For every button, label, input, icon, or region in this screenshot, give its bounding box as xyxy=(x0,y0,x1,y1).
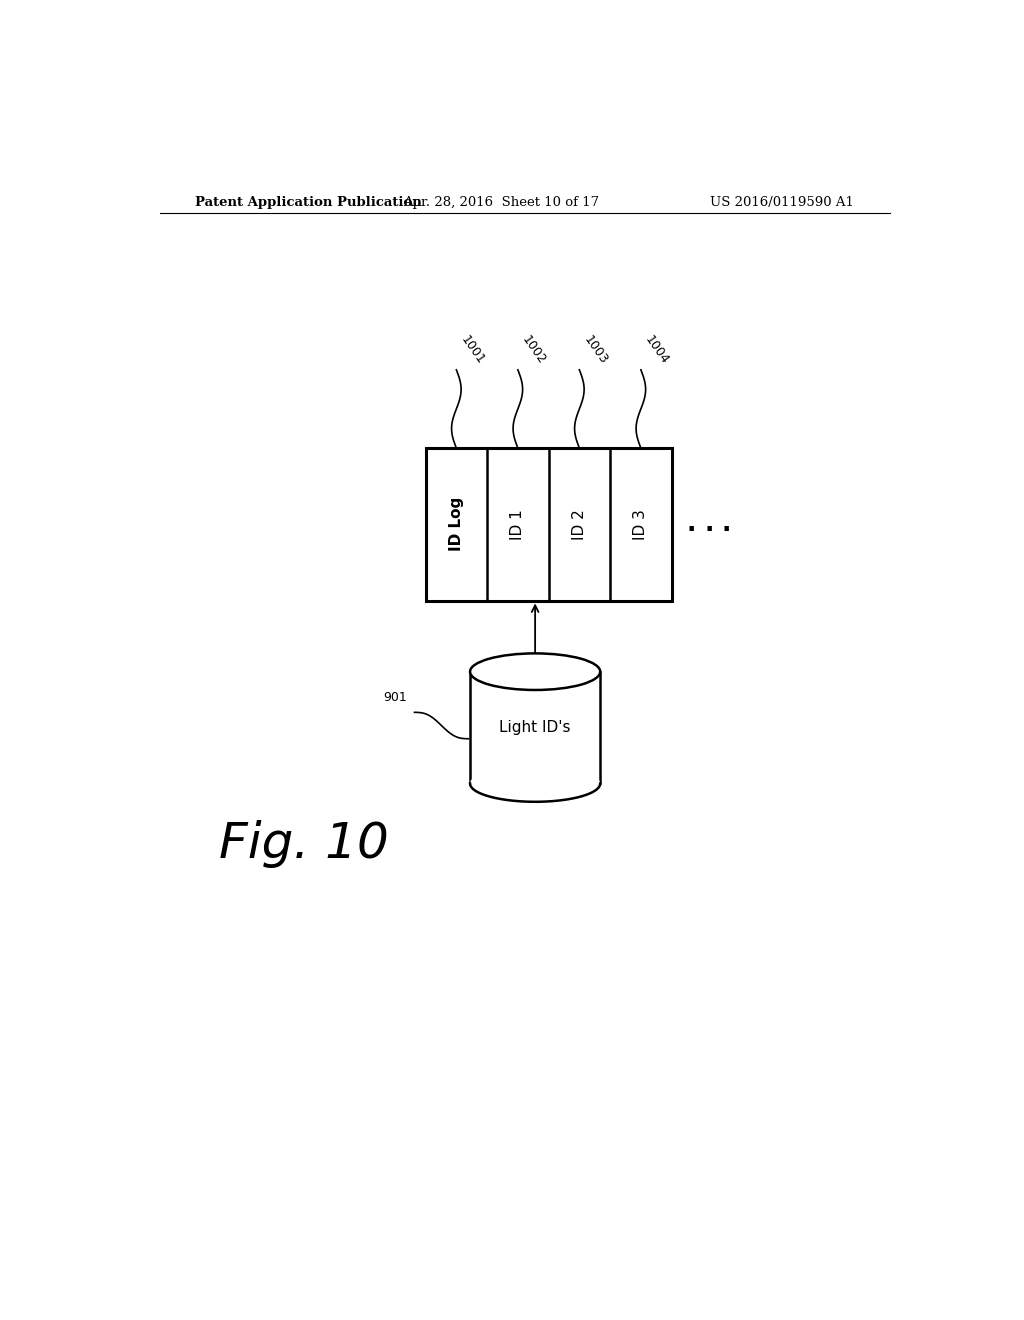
Text: .: . xyxy=(705,512,714,536)
Text: 1003: 1003 xyxy=(581,333,610,367)
Text: Patent Application Publication: Patent Application Publication xyxy=(196,195,422,209)
Polygon shape xyxy=(470,672,600,784)
Text: 901: 901 xyxy=(383,690,407,704)
Text: 1002: 1002 xyxy=(519,333,548,367)
Text: ID 3: ID 3 xyxy=(634,510,648,540)
Text: .: . xyxy=(687,512,696,536)
Text: ID 1: ID 1 xyxy=(510,510,525,540)
Text: Apr. 28, 2016  Sheet 10 of 17: Apr. 28, 2016 Sheet 10 of 17 xyxy=(402,195,599,209)
Text: US 2016/0119590 A1: US 2016/0119590 A1 xyxy=(711,195,854,209)
Text: Fig. 10: Fig. 10 xyxy=(219,821,389,869)
Text: 1001: 1001 xyxy=(458,333,486,367)
Ellipse shape xyxy=(470,653,600,690)
Ellipse shape xyxy=(470,766,600,801)
Text: Light ID's: Light ID's xyxy=(500,721,570,735)
Text: ID 2: ID 2 xyxy=(571,510,587,540)
Text: ID Log: ID Log xyxy=(449,498,464,552)
Polygon shape xyxy=(426,447,672,601)
Text: .: . xyxy=(722,512,731,536)
Text: 1004: 1004 xyxy=(642,333,672,367)
